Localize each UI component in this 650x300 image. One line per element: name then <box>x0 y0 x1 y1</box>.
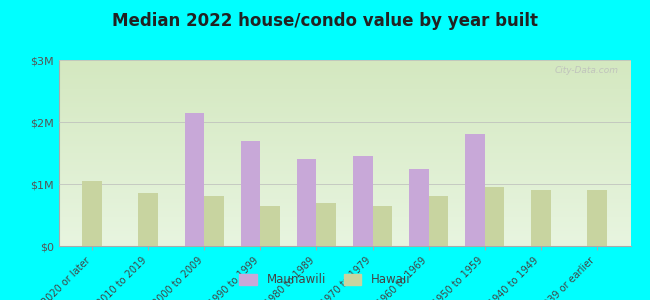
Bar <box>297 159 317 246</box>
Bar <box>261 206 280 246</box>
Bar <box>485 187 504 246</box>
Bar <box>531 190 551 246</box>
Bar <box>138 193 158 246</box>
Legend: Maunawili, Hawaii: Maunawili, Hawaii <box>235 269 415 291</box>
Bar <box>428 196 448 246</box>
Bar <box>409 169 428 246</box>
Text: City-Data.com: City-Data.com <box>555 66 619 75</box>
Bar <box>372 206 392 246</box>
Bar <box>83 181 102 246</box>
Bar <box>465 134 485 246</box>
Bar <box>240 141 261 246</box>
Text: Median 2022 house/condo value by year built: Median 2022 house/condo value by year bu… <box>112 12 538 30</box>
Bar <box>185 113 204 246</box>
Bar <box>587 190 606 246</box>
Bar <box>204 196 224 246</box>
Bar <box>317 202 336 246</box>
Bar <box>353 156 372 246</box>
